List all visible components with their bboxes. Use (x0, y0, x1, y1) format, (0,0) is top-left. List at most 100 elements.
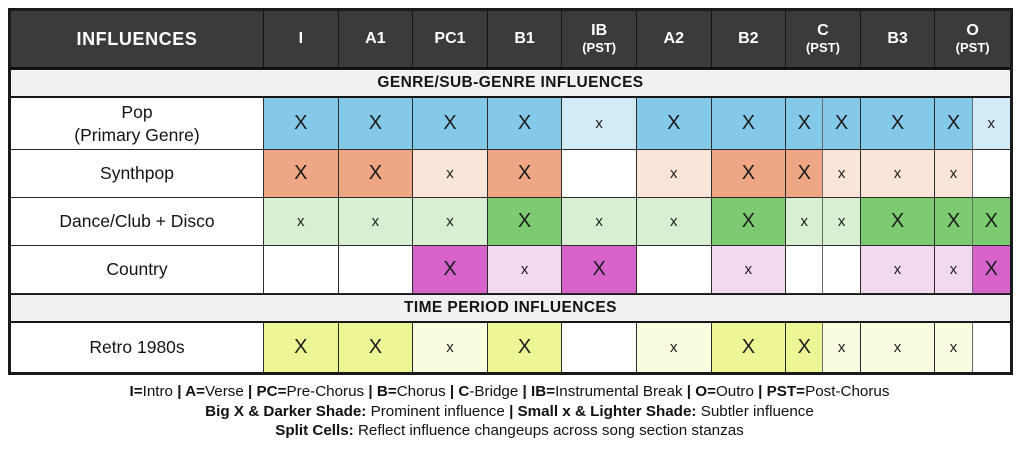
header-label: B2 (738, 29, 759, 47)
row-label-text: Country (106, 259, 168, 280)
header-cell-pc1: PC1 (413, 11, 488, 69)
header-cell-b2: B2 (711, 11, 787, 69)
legend-segment: C (458, 383, 470, 400)
row-label-pop: Pop (Primary Genre) (11, 98, 264, 150)
cell-synthpop-c-pst-a: X (786, 150, 824, 198)
legend-segment: Outro (715, 383, 759, 400)
row-label-dance-club-disco: Dance/Club + Disco (11, 198, 264, 246)
legend-line-2: Big X & Darker Shade: Prominent influenc… (0, 402, 1019, 422)
cell-synthpop-o-pst-b (972, 150, 1010, 198)
legend: I=Intro | A=Verse | PC=Pre-Chorus | B=Ch… (0, 382, 1019, 441)
legend-segment: -Bridge (469, 383, 523, 400)
legend-segment: Pre-Chorus (286, 383, 369, 400)
cell-dance-club-disco-ib-pst: x (562, 198, 637, 246)
cell-pop-c-pst-b: X (823, 98, 861, 150)
cell-synthpop-o-pst-a: x (935, 150, 973, 198)
cell-retro-1980s-b3: x (860, 323, 936, 372)
header-influences: INFLUENCES (11, 11, 264, 69)
legend-line-3: Split Cells: Reflect influence changeups… (0, 421, 1019, 441)
row-label-country: Country (11, 246, 264, 294)
cell-retro-1980s-b2: X (711, 323, 787, 372)
cell-retro-1980s-c-pst-a: X (786, 323, 824, 372)
cell-synthpop-a2: x (636, 150, 712, 198)
legend-segment: B= (376, 383, 397, 400)
cell-retro-1980s-pc1: x (413, 323, 488, 372)
cell-synthpop-a1: X (338, 150, 414, 198)
row-label-text: Retro 1980s (89, 337, 185, 358)
legend-segment: I= (129, 383, 143, 400)
header-label: A2 (663, 29, 684, 47)
cell-country-c-pst-b (823, 246, 861, 294)
header-label: B3 (887, 29, 908, 47)
row-sublabel-text: (Primary Genre) (74, 124, 200, 145)
header-label: A1 (365, 29, 386, 47)
cell-synthpop-b1: X (487, 150, 563, 198)
legend-segment: | (368, 383, 377, 400)
cell-pop-o-pst-b: x (972, 98, 1010, 150)
cell-country-b2: x (711, 246, 787, 294)
cell-country-o-pst-a: x (935, 246, 973, 294)
header-cell-ib: IB (PST) (562, 11, 637, 69)
header-cell-b1: B1 (487, 11, 563, 69)
cell-dance-club-disco-a1: x (338, 198, 414, 246)
header-cell-o: O (PST) (935, 11, 1010, 69)
header-label: IB (591, 22, 608, 40)
cell-dance-club-disco-c-pst-b: x (823, 198, 861, 246)
cell-dance-club-disco-pc1: x (413, 198, 488, 246)
header-cell-c: C (PST) (786, 11, 861, 69)
cell-dance-club-disco-i: x (264, 198, 339, 246)
legend-segment: Subtler influence (696, 402, 814, 420)
legend-segment: Post-Chorus (805, 383, 890, 400)
legend-line-1: I=Intro | A=Verse | PC=Pre-Chorus | B=Ch… (0, 382, 1019, 402)
cell-pop-a1: X (338, 98, 414, 150)
header-label: B1 (514, 29, 535, 47)
header-sublabel: (PST) (805, 39, 840, 55)
legend-segment: | (758, 383, 767, 400)
influences-table: INFLUENCES I A1 PC1 B1 IB (PST) A2 B2 C (PST) B3 O (P… (8, 8, 1013, 375)
legend-segment: Instrumental Break (555, 383, 687, 400)
legend-segment: Split Cells: (275, 422, 354, 439)
cell-retro-1980s-i: X (264, 323, 339, 372)
header-cell-b3: B3 (860, 11, 936, 69)
cell-synthpop-i: X (264, 150, 339, 198)
cell-country-a1 (338, 246, 414, 294)
cell-retro-1980s-o-pst-b (972, 323, 1010, 372)
header-label: O (966, 22, 979, 40)
legend-segment: IB= (531, 383, 556, 400)
row-label-synthpop: Synthpop (11, 150, 264, 198)
cell-country-a2 (636, 246, 712, 294)
cell-retro-1980s-c-pst-b: x (823, 323, 861, 372)
cell-dance-club-disco-b1: X (487, 198, 563, 246)
cell-country-i (264, 246, 339, 294)
header-sublabel: (PST) (582, 39, 617, 55)
cell-country-o-pst-b: X (972, 246, 1010, 294)
section-title-time-period-influences: TIME PERIOD INFLUENCES (11, 294, 1010, 323)
cell-country-ib-pst: X (562, 246, 637, 294)
cell-synthpop-ib-pst (562, 150, 637, 198)
row-label-text: Synthpop (100, 163, 174, 184)
legend-segment: | (177, 383, 186, 400)
legend-segment: | (449, 383, 459, 400)
cell-retro-1980s-b1: X (487, 323, 563, 372)
cell-dance-club-disco-o-pst-b: X (972, 198, 1010, 246)
cell-country-pc1: X (413, 246, 488, 294)
cell-country-b3: x (860, 246, 936, 294)
cell-synthpop-c-pst-b: x (823, 150, 861, 198)
legend-segment: | (686, 383, 696, 400)
cell-pop-c-pst-a: X (786, 98, 824, 150)
cell-country-c-pst-a (786, 246, 824, 294)
legend-segment: | (248, 383, 257, 400)
header-sublabel: (PST) (955, 39, 990, 55)
legend-segment: Chorus (396, 383, 450, 400)
header-label: PC1 (434, 29, 466, 47)
legend-segment: Prominent influence (366, 402, 510, 420)
cell-pop-o-pst-a: X (935, 98, 973, 150)
cell-dance-club-disco-a2: x (636, 198, 712, 246)
legend-segment: | (522, 383, 532, 400)
cell-retro-1980s-a2: x (636, 323, 712, 372)
cell-dance-club-disco-b3: X (860, 198, 936, 246)
cell-country-b1: x (487, 246, 563, 294)
cell-dance-club-disco-c-pst-a: x (786, 198, 824, 246)
legend-segment: Verse (204, 383, 249, 400)
cell-retro-1980s-o-pst-a: x (935, 323, 973, 372)
